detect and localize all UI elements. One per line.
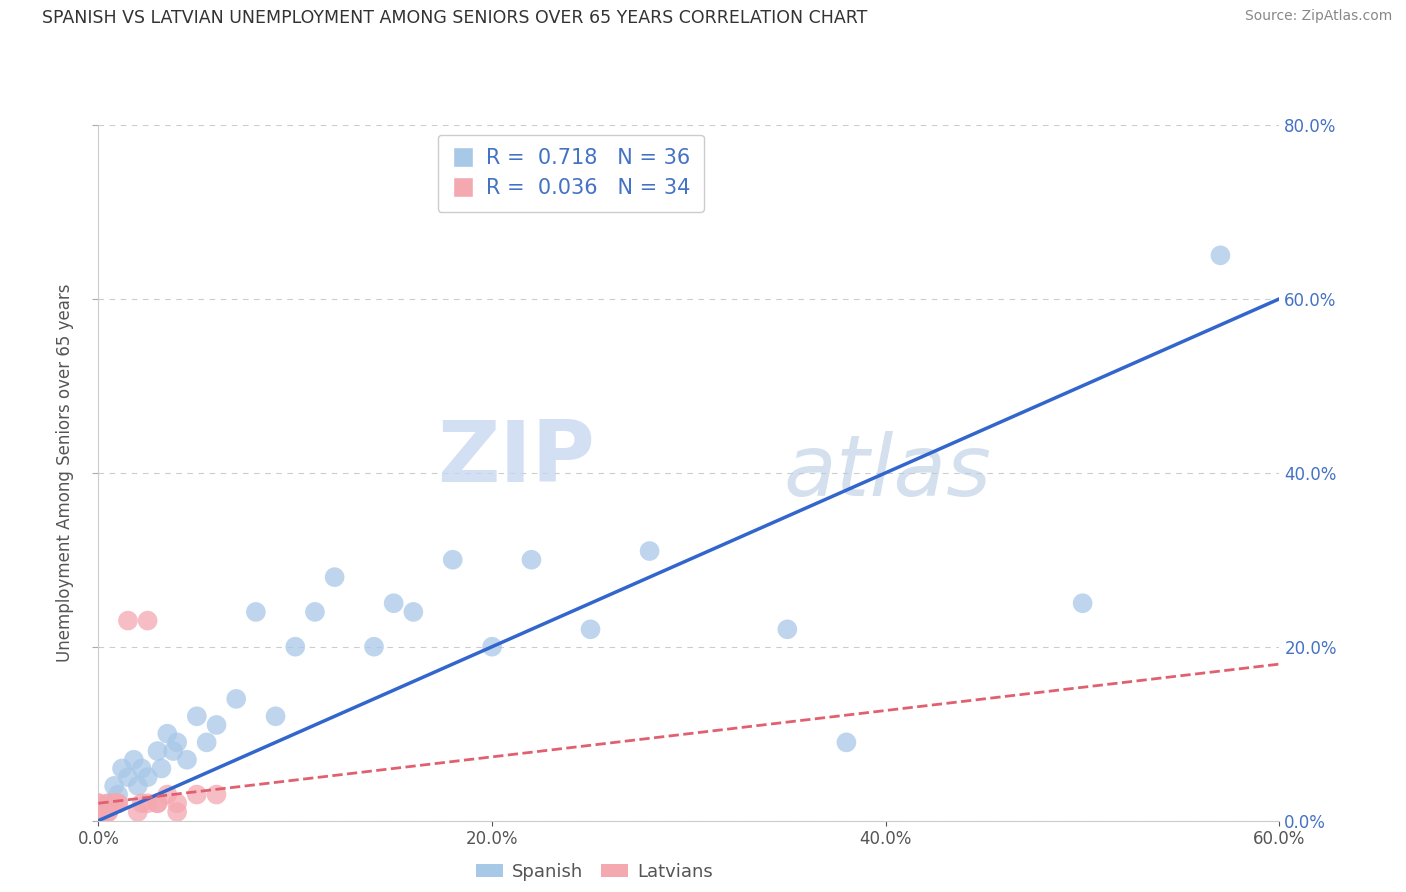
Text: atlas: atlas xyxy=(783,431,991,515)
Spanish xyxy=(162,744,184,758)
Latvians xyxy=(87,814,110,828)
Spanish xyxy=(103,779,125,793)
Spanish xyxy=(117,770,139,784)
Spanish xyxy=(264,709,287,723)
Spanish xyxy=(186,709,208,723)
Latvians xyxy=(146,796,169,810)
Latvians xyxy=(87,814,110,828)
Latvians xyxy=(97,805,120,819)
Text: ZIP: ZIP xyxy=(437,417,595,500)
Latvians xyxy=(87,814,110,828)
Latvians xyxy=(87,805,110,819)
Latvians xyxy=(205,788,228,802)
Latvians xyxy=(166,805,188,819)
Latvians xyxy=(107,796,129,810)
Spanish xyxy=(205,718,228,732)
Spanish xyxy=(382,596,405,610)
Y-axis label: Unemployment Among Seniors over 65 years: Unemployment Among Seniors over 65 years xyxy=(56,284,75,662)
Latvians xyxy=(87,805,110,819)
Spanish xyxy=(1209,248,1232,262)
Latvians xyxy=(156,788,179,802)
Spanish xyxy=(150,761,173,775)
Latvians xyxy=(87,805,110,819)
Spanish xyxy=(363,640,385,654)
Spanish xyxy=(131,761,153,775)
Spanish xyxy=(304,605,326,619)
Spanish xyxy=(156,726,179,740)
Spanish xyxy=(520,552,543,567)
Latvians xyxy=(87,814,110,828)
Latvians xyxy=(97,805,120,819)
Spanish xyxy=(638,544,661,558)
Latvians xyxy=(87,805,110,819)
Spanish xyxy=(441,552,464,567)
Spanish xyxy=(136,770,159,784)
Spanish xyxy=(195,735,218,749)
Spanish xyxy=(481,640,503,654)
Latvians xyxy=(107,796,129,810)
Latvians xyxy=(166,796,188,810)
Spanish xyxy=(111,761,134,775)
Spanish xyxy=(107,788,129,802)
Latvians xyxy=(146,796,169,810)
Latvians xyxy=(117,614,139,628)
Spanish xyxy=(245,605,267,619)
Text: Source: ZipAtlas.com: Source: ZipAtlas.com xyxy=(1244,9,1392,23)
Spanish xyxy=(1071,596,1094,610)
Spanish xyxy=(97,796,120,810)
Spanish xyxy=(146,744,169,758)
Latvians xyxy=(131,796,153,810)
Latvians xyxy=(186,788,208,802)
Latvians xyxy=(87,796,110,810)
Legend: Spanish, Latvians: Spanish, Latvians xyxy=(468,855,720,888)
Spanish xyxy=(402,605,425,619)
Spanish xyxy=(323,570,346,584)
Latvians xyxy=(136,614,159,628)
Spanish xyxy=(225,692,247,706)
Text: SPANISH VS LATVIAN UNEMPLOYMENT AMONG SENIORS OVER 65 YEARS CORRELATION CHART: SPANISH VS LATVIAN UNEMPLOYMENT AMONG SE… xyxy=(42,9,868,27)
Latvians xyxy=(87,796,110,810)
Spanish xyxy=(122,753,145,767)
Latvians xyxy=(97,796,120,810)
Spanish xyxy=(835,735,858,749)
Latvians xyxy=(87,805,110,819)
Spanish xyxy=(776,623,799,637)
Latvians xyxy=(103,796,125,810)
Latvians xyxy=(87,814,110,828)
Spanish xyxy=(176,753,198,767)
Latvians xyxy=(103,796,125,810)
Spanish xyxy=(579,623,602,637)
Spanish xyxy=(166,735,188,749)
Spanish xyxy=(284,640,307,654)
Spanish xyxy=(127,779,149,793)
Latvians xyxy=(136,796,159,810)
Latvians xyxy=(87,814,110,828)
Latvians xyxy=(127,805,149,819)
Latvians xyxy=(87,814,110,828)
Latvians xyxy=(87,814,110,828)
